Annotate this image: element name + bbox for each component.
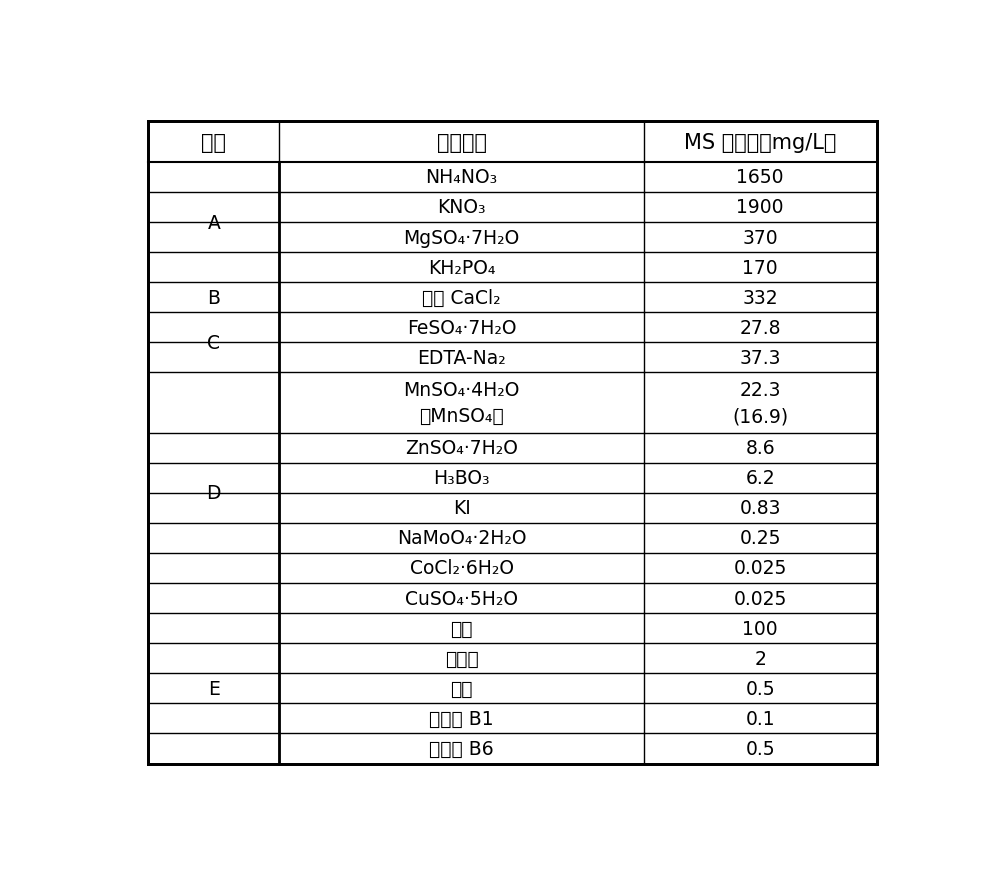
Text: 332: 332 [742, 289, 778, 307]
Text: 肌醇: 肌醇 [450, 619, 473, 638]
Text: KI: KI [453, 499, 470, 517]
Text: 1900: 1900 [736, 198, 784, 217]
Text: 1650: 1650 [736, 168, 784, 187]
Text: B: B [207, 289, 220, 307]
Text: 0.025: 0.025 [734, 559, 787, 578]
Text: 试剂名称: 试剂名称 [437, 132, 487, 153]
Text: 无水 CaCl₂: 无水 CaCl₂ [422, 289, 501, 307]
Text: C: C [207, 333, 220, 353]
Text: A: A [207, 213, 220, 232]
Text: E: E [208, 679, 220, 698]
Text: CuSO₄·5H₂O: CuSO₄·5H₂O [405, 588, 518, 608]
Text: MnSO₄·4H₂O
（MnSO₄）: MnSO₄·4H₂O （MnSO₄） [403, 381, 520, 425]
Text: 8.6: 8.6 [745, 438, 775, 458]
Text: 0.25: 0.25 [739, 529, 781, 548]
Text: KH₂PO₄: KH₂PO₄ [428, 259, 495, 277]
Text: MgSO₄·7H₂O: MgSO₄·7H₂O [403, 228, 520, 247]
Text: CoCl₂·6H₂O: CoCl₂·6H₂O [410, 559, 514, 578]
Text: 2: 2 [754, 649, 766, 668]
Text: 烟酸: 烟酸 [450, 679, 473, 698]
Text: 维生素 B6: 维生素 B6 [429, 739, 494, 758]
Text: NH₄NO₃: NH₄NO₃ [425, 168, 498, 187]
Text: 0.5: 0.5 [745, 739, 775, 758]
Text: KNO₃: KNO₃ [437, 198, 486, 217]
Text: H₃BO₃: H₃BO₃ [433, 468, 490, 488]
Text: 0.5: 0.5 [745, 679, 775, 698]
Text: 27.8: 27.8 [739, 318, 781, 338]
Text: NaMoO₄·2H₂O: NaMoO₄·2H₂O [397, 529, 526, 548]
Bar [148, 122, 877, 162]
Text: FeSO₄·7H₂O: FeSO₄·7H₂O [407, 318, 516, 338]
Text: 100: 100 [742, 619, 778, 638]
Text: 6.2: 6.2 [745, 468, 775, 488]
Text: 维生素 B1: 维生素 B1 [429, 709, 494, 728]
Text: 编号: 编号 [201, 132, 226, 153]
Text: 37.3: 37.3 [739, 348, 781, 367]
Text: MS 培兿基（mg/L）: MS 培兿基（mg/L） [684, 132, 836, 153]
Text: ZnSO₄·7H₂O: ZnSO₄·7H₂O [405, 438, 518, 458]
Text: 0.025: 0.025 [734, 588, 787, 608]
Text: 0.83: 0.83 [739, 499, 781, 517]
Text: D: D [207, 484, 221, 503]
Text: 甘氨酸: 甘氨酸 [445, 649, 478, 668]
Text: 0.1: 0.1 [745, 709, 775, 728]
Text: EDTA-Na₂: EDTA-Na₂ [417, 348, 506, 367]
Text: 22.3
(16.9): 22.3 (16.9) [732, 381, 788, 425]
Text: 170: 170 [742, 259, 778, 277]
Text: 370: 370 [742, 228, 778, 247]
